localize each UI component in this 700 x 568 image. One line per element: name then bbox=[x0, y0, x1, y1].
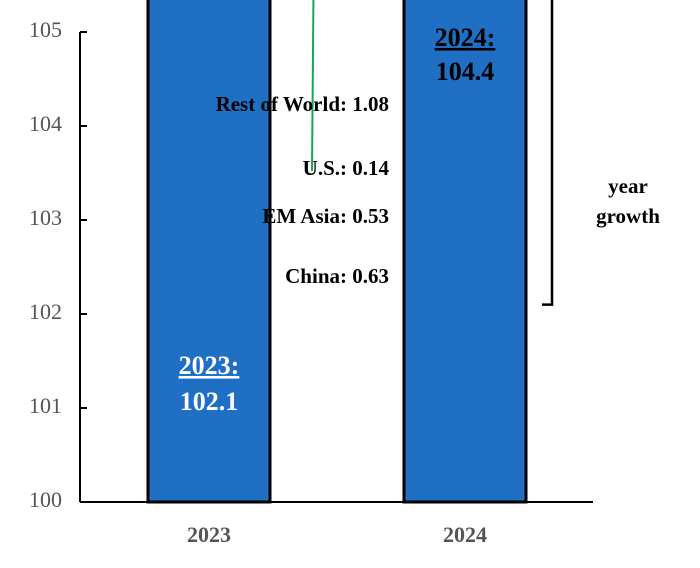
y-tick-label: 102 bbox=[29, 299, 62, 324]
y-tick-label: 105 bbox=[29, 17, 62, 42]
total-value: 104.4 bbox=[436, 57, 495, 86]
arrow bbox=[311, 0, 315, 172]
y-tick-label: 103 bbox=[29, 205, 62, 230]
y-tick-label: 100 bbox=[29, 487, 62, 512]
segment-label: China: 0.63 bbox=[285, 264, 389, 288]
total-label: 2023: bbox=[179, 351, 240, 380]
segment-label: EM Asia: 0.53 bbox=[262, 204, 389, 228]
segment-label: Rest of World: 1.08 bbox=[216, 92, 389, 116]
total-label: 2024: bbox=[435, 23, 496, 52]
annotation: growth bbox=[596, 204, 660, 228]
segment-label: U.S.: 0.14 bbox=[303, 156, 390, 180]
y-tick-label: 104 bbox=[29, 111, 62, 136]
annotation: year bbox=[608, 174, 648, 198]
y-tick-label: 101 bbox=[29, 393, 62, 418]
bracket bbox=[542, 0, 554, 306]
total-value: 102.1 bbox=[180, 387, 239, 416]
x-tick-label: 2023 bbox=[187, 522, 231, 547]
bar-segment bbox=[402, 0, 528, 504]
bar-segment bbox=[146, 0, 272, 504]
x-tick-label: 2024 bbox=[443, 522, 487, 547]
